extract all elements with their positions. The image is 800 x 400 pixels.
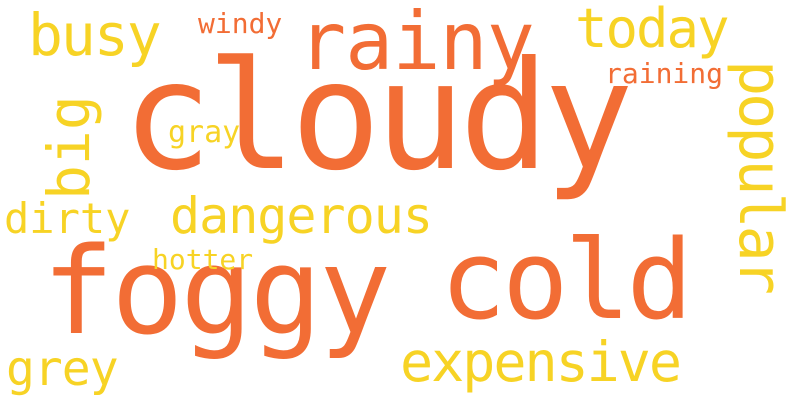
word-windy: windy: [198, 7, 283, 40]
word-dirty: dirty: [4, 194, 131, 243]
word-hotter: hotter: [152, 243, 254, 276]
word-grey: grey: [6, 341, 119, 397]
word-gray: gray: [168, 115, 241, 150]
word-big: big: [35, 95, 103, 200]
word-popular: popular: [725, 60, 795, 292]
word-rainy: rainy: [298, 0, 535, 88]
word-cloudy: cloudy: [122, 30, 634, 204]
word-busy: busy: [28, 1, 162, 69]
word-foggy: foggy: [42, 223, 391, 362]
word-today: today: [575, 0, 730, 60]
word-cold: cold: [440, 216, 693, 344]
word-raining: raining: [605, 57, 724, 90]
word-dangerous: dangerous: [170, 187, 433, 245]
word-expensive: expensive: [400, 330, 682, 394]
